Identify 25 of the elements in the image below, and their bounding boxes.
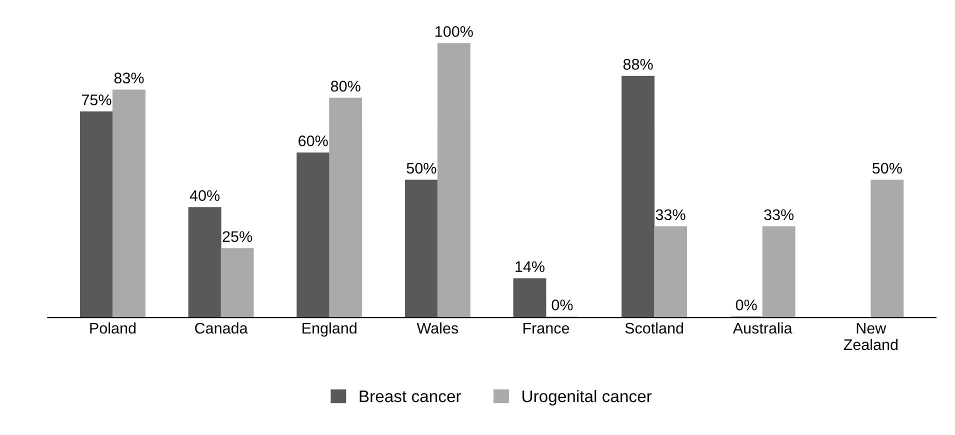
x-tick-label: France [523,322,570,334]
x-tick-label: England [302,322,356,337]
data-label: 40% [190,190,220,201]
data-label: 0% [552,300,573,310]
data-label: 33% [656,209,686,220]
legend-label: Breast cancer [360,390,461,402]
data-label: 83% [114,72,144,84]
data-label: 50% [872,162,902,174]
x-tick-label: Poland [90,322,136,334]
x-tick-label: Canada [195,322,248,334]
data-label: 50% [406,162,436,174]
data-label: 80% [330,80,360,92]
x-tick-label: Scotland [625,322,684,334]
data-label: 75% [82,94,112,106]
data-label: 25% [222,231,252,242]
data-label: 0% [736,300,757,310]
x-tick-label: Wales [416,322,458,334]
data-label: 14% [516,261,544,272]
data-label: 33% [764,209,794,220]
legend-label: Urogenital cancer [522,390,652,406]
data-label: 100% [436,26,473,37]
data-label: 60% [298,135,328,146]
x-tick-label: New Zealand [844,322,898,350]
data-label: 88% [623,58,653,70]
x-tick-label: Australia [732,322,792,334]
